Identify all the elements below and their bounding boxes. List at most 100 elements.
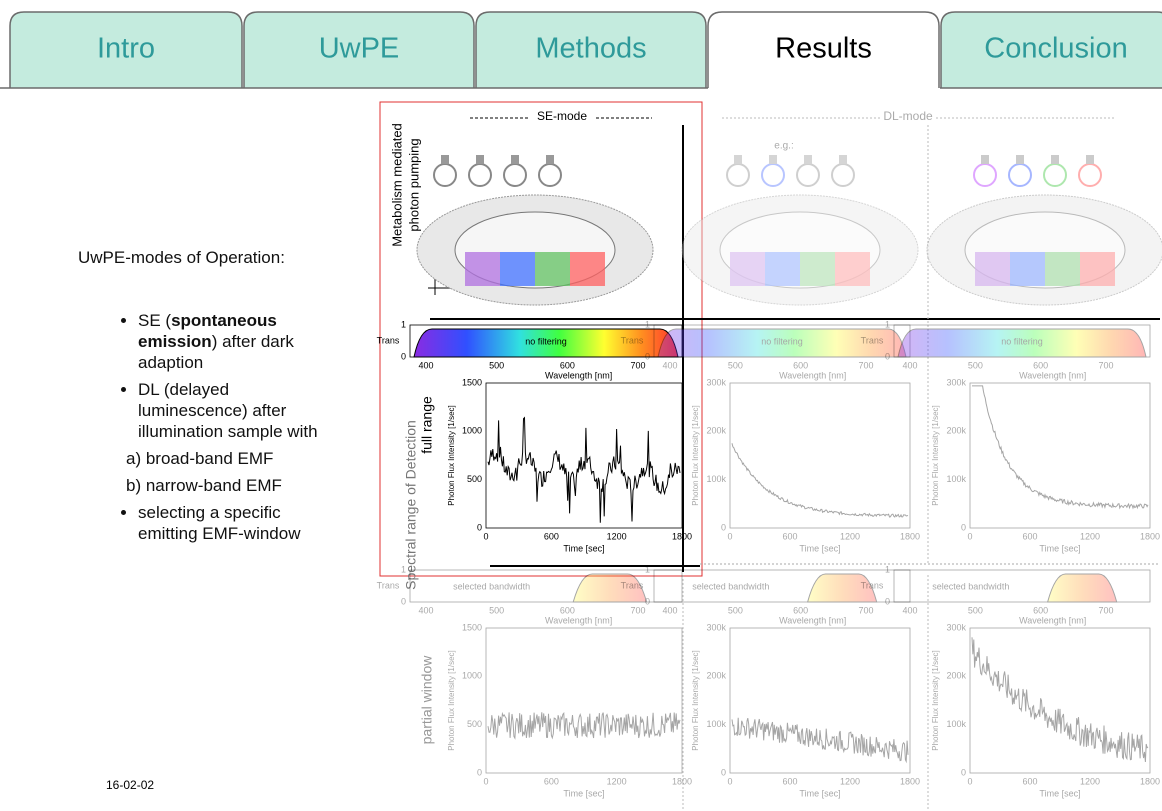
tick-label: 1800 <box>900 776 920 786</box>
plot-frame <box>970 628 1150 773</box>
sidebar: UwPE-modes of Operation: SE (spontaneous… <box>78 248 378 550</box>
bullet: DL (delayed luminescence) after illumina… <box>138 379 338 442</box>
band <box>570 252 605 286</box>
axis-label: Photon Flux Intensity [1/sec] <box>447 405 456 506</box>
lamp-base <box>804 155 812 164</box>
tick-label: 600 <box>1033 605 1048 615</box>
tick-label: 1500 <box>462 377 482 387</box>
lamp <box>727 164 749 186</box>
filter-label: selected bandwidth <box>932 581 1009 591</box>
tick-label: 1 <box>645 319 650 329</box>
tick-label: 700 <box>858 605 873 615</box>
tick-label: 700 <box>858 360 873 370</box>
trans-label: Trans <box>621 335 644 345</box>
axis-label: Time [sec] <box>563 788 604 798</box>
tick-label: 500 <box>467 719 482 729</box>
tick-label: 1 <box>645 564 650 574</box>
tick-label: 600 <box>793 605 808 615</box>
lamp <box>797 164 819 186</box>
tick-label: 0 <box>721 767 726 777</box>
tick-label: 0 <box>477 522 482 532</box>
bullet-text: SE ( <box>138 311 171 330</box>
tick-label: 1000 <box>462 671 482 681</box>
trans-label: Trans <box>377 580 400 590</box>
tick-label: 1800 <box>672 531 692 541</box>
axis-label: Time [sec] <box>799 788 840 798</box>
axis-label: Photon Flux Intensity [1/sec] <box>931 650 940 751</box>
filter-label: no filtering <box>525 336 567 346</box>
tick-label: 700 <box>1098 360 1113 370</box>
filter-label: no filtering <box>761 336 803 346</box>
tick-label: 0 <box>967 531 972 541</box>
pumping-label: Metabolism mediated <box>389 123 404 247</box>
tick-label: 1800 <box>1140 531 1160 541</box>
plot-frame <box>970 383 1150 528</box>
tick-label: 0 <box>967 776 972 786</box>
lamp-base <box>476 155 484 164</box>
axis-label: Photon Flux Intensity [1/sec] <box>691 405 700 506</box>
tick-label: 1 <box>401 564 406 574</box>
tab-label: UwPE <box>319 33 400 65</box>
tick-label: 400 <box>662 605 677 615</box>
tick-label: 400 <box>902 605 917 615</box>
band <box>1045 252 1080 286</box>
tick-label: 500 <box>728 360 743 370</box>
tick-label: 700 <box>1098 605 1113 615</box>
tick-label: 300k <box>706 377 726 387</box>
tick-label: 400 <box>662 360 677 370</box>
tick-label: 600 <box>793 360 808 370</box>
tick-label: 300k <box>946 622 966 632</box>
band <box>1080 252 1115 286</box>
lamp-base <box>511 155 519 164</box>
trans-label: Trans <box>621 580 644 590</box>
tick-label: 300k <box>706 622 726 632</box>
tick-label: 200k <box>706 671 726 681</box>
tick-label: 300k <box>946 377 966 387</box>
tick-label: 1500 <box>462 622 482 632</box>
tick-label: 200k <box>946 426 966 436</box>
tick-label: 400 <box>418 605 433 615</box>
filter-label: selected bandwidth <box>692 581 769 591</box>
tick-label: 0 <box>721 522 726 532</box>
band <box>975 252 1010 286</box>
bullet-text: selecting a specific emitting EMF-window <box>138 503 301 543</box>
tick-label: 700 <box>630 360 645 370</box>
tick-label: 1800 <box>1140 776 1160 786</box>
tick-label: 200k <box>946 671 966 681</box>
bullet: selecting a specific emitting EMF-window <box>138 502 338 544</box>
tick-label: 400 <box>418 360 433 370</box>
tick-label: 1800 <box>900 531 920 541</box>
lamp <box>974 164 996 186</box>
tick-label: 600 <box>1022 776 1037 786</box>
band <box>765 252 800 286</box>
axis-label: Time [sec] <box>1039 788 1080 798</box>
tick-label: 500 <box>467 474 482 484</box>
tick-label: 600 <box>782 531 797 541</box>
tick-label: 500 <box>968 360 983 370</box>
tick-label: 1 <box>885 319 890 329</box>
axis-label: Photon Flux Intensity [1/sec] <box>691 650 700 751</box>
tick-label: 0 <box>961 767 966 777</box>
band <box>800 252 835 286</box>
tick-label: 600 <box>560 360 575 370</box>
tick-label: 1200 <box>607 531 627 541</box>
lamp <box>1009 164 1031 186</box>
lamp-base <box>734 155 742 164</box>
trace <box>488 712 680 738</box>
figure: SE-modeDL-modee.g.:Metabolism mediatedph… <box>377 102 1162 811</box>
dl-mode-label: DL-mode <box>883 109 933 123</box>
illustration <box>682 155 918 305</box>
axis-label: Wavelength [nm] <box>1019 615 1086 625</box>
plot-frame <box>486 628 682 773</box>
tick-label: 0 <box>401 596 406 606</box>
tick-label: 600 <box>782 776 797 786</box>
sub-item: b) narrow-band EMF <box>126 475 326 496</box>
lamp <box>504 164 526 186</box>
band <box>730 252 765 286</box>
axis-label: Wavelength [nm] <box>779 370 846 380</box>
tick-label: 100k <box>946 719 966 729</box>
tick-label: 0 <box>645 351 650 361</box>
trans-label: Trans <box>861 335 884 345</box>
